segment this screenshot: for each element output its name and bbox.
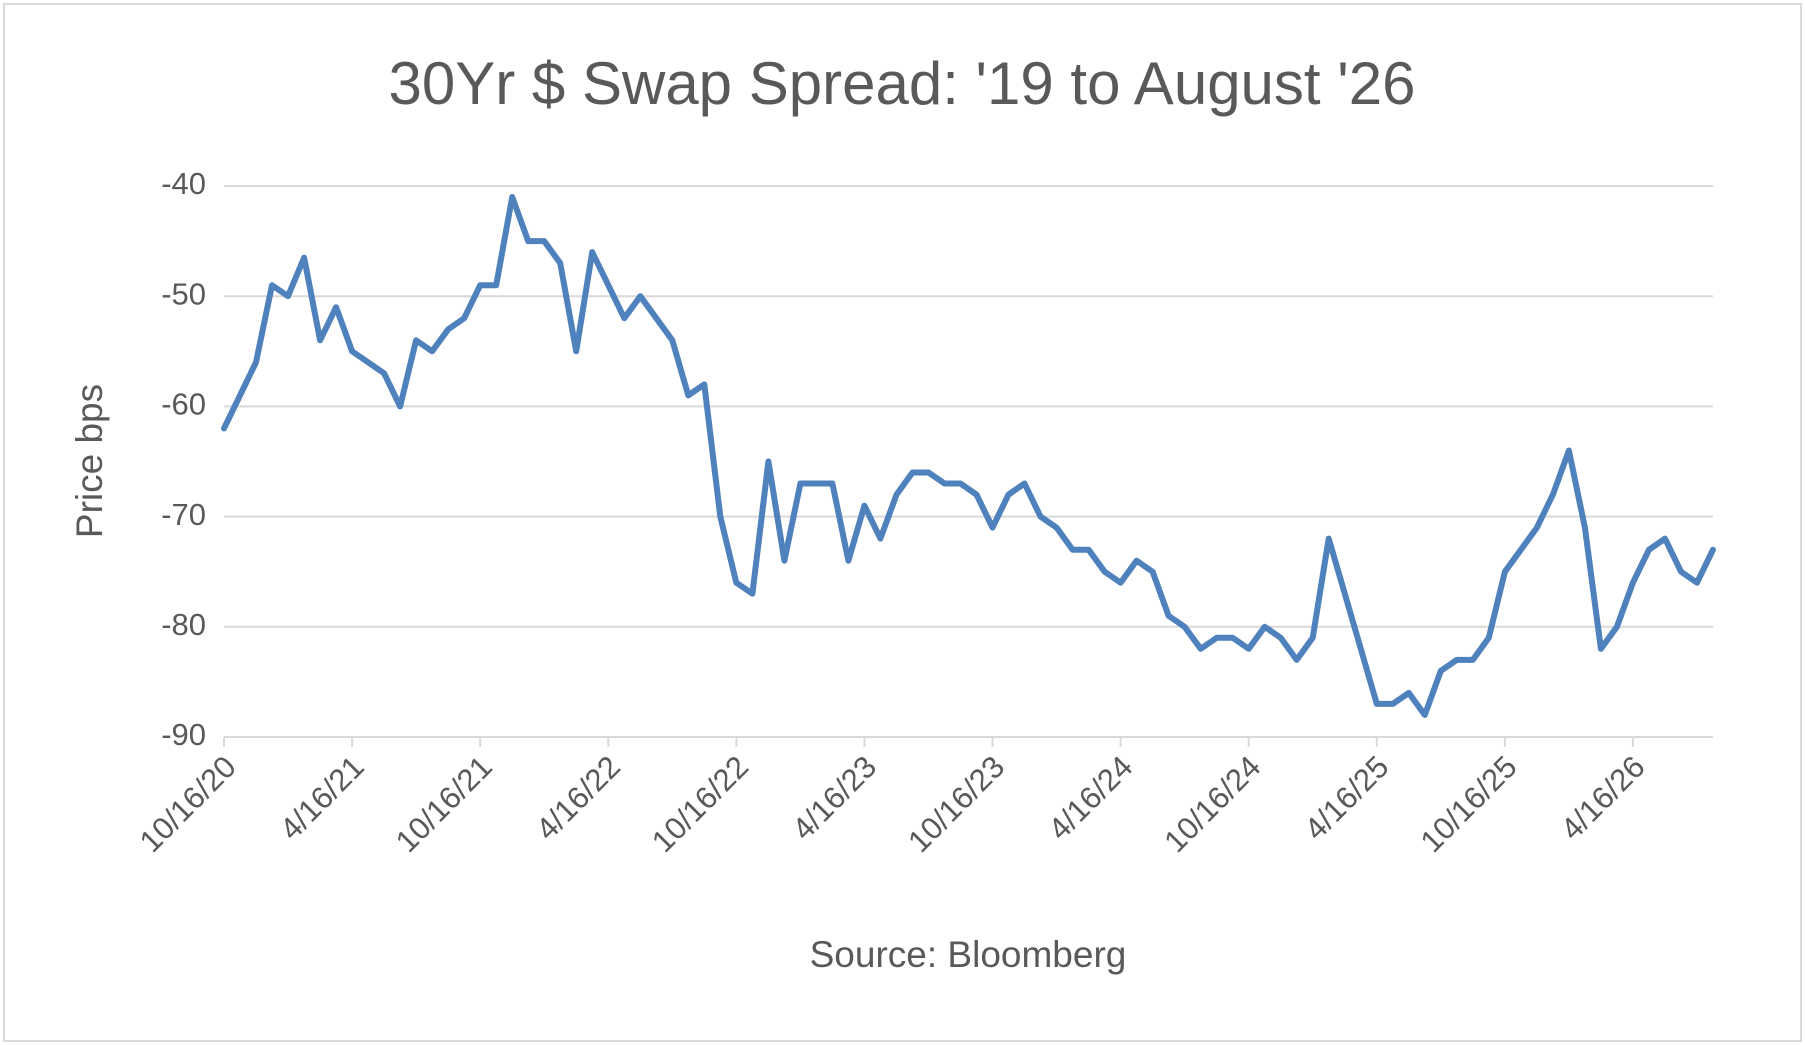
x-axis-label: Source: Bloomberg <box>810 934 1127 975</box>
y-tick-label: -60 <box>161 387 206 422</box>
y-tick-label: -50 <box>161 276 206 311</box>
chart-border <box>3 3 1802 1042</box>
chart-title: 30Yr $ Swap Spread: '19 to August '26 <box>389 50 1416 117</box>
y-tick-label: -70 <box>161 497 206 532</box>
y-tick-label: -80 <box>161 607 206 642</box>
y-tick-label: -90 <box>161 717 206 752</box>
y-tick-label: -40 <box>161 166 206 201</box>
y-axis-label: Price bps <box>69 384 110 538</box>
data-line <box>221 194 1716 718</box>
